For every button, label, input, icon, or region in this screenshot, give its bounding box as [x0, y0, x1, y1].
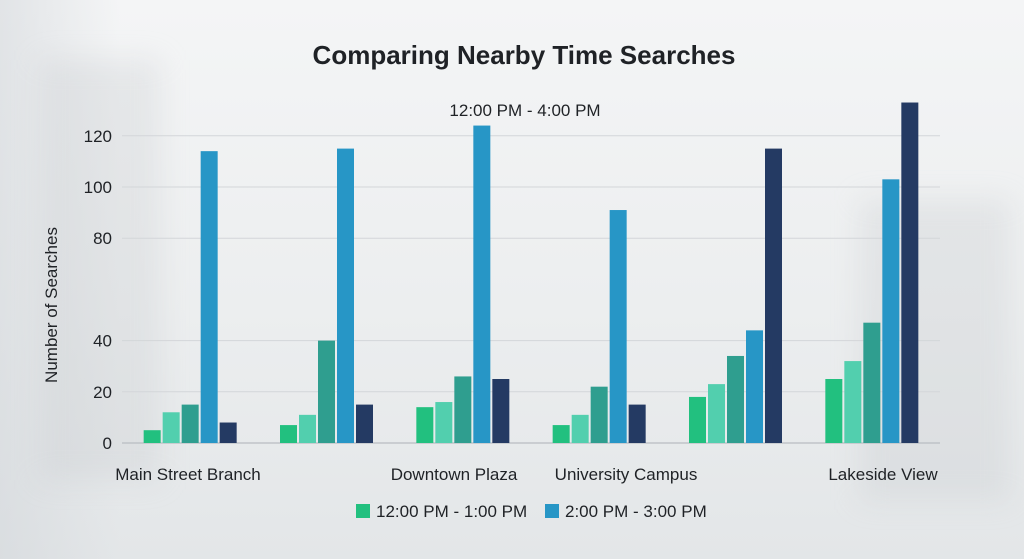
bar — [435, 402, 453, 443]
y-tick-label: 40 — [93, 332, 112, 351]
bar — [689, 396, 706, 443]
bar — [863, 322, 881, 443]
category-label: Lakeside View — [828, 465, 938, 484]
bar — [882, 179, 900, 443]
bar — [200, 151, 218, 443]
bar — [571, 414, 589, 443]
bar — [628, 404, 646, 443]
bar — [590, 386, 608, 443]
category-label: University Campus — [555, 465, 698, 484]
legend-swatch — [545, 504, 559, 518]
y-tick-label: 0 — [103, 434, 112, 453]
bar — [454, 376, 472, 443]
bar — [552, 425, 570, 443]
bar — [492, 379, 510, 443]
bar — [708, 384, 725, 443]
legend-label: 12:00 PM - 1:00 PM — [376, 502, 527, 521]
bar — [727, 355, 744, 443]
y-tick-label: 80 — [93, 229, 112, 248]
bar — [280, 425, 297, 443]
bar — [337, 148, 354, 443]
legend: 12:00 PM - 1:00 PM 2:00 PM - 3:00 PM — [356, 502, 707, 521]
bar — [765, 148, 782, 443]
bar — [416, 407, 434, 443]
category-label: Main Street Branch — [115, 465, 261, 484]
bar — [181, 404, 199, 443]
bar — [356, 404, 373, 443]
legend-swatch — [356, 504, 370, 518]
category-label: Downtown Plaza — [391, 465, 518, 484]
bar — [844, 361, 862, 443]
bar — [299, 414, 316, 443]
bar — [318, 340, 335, 443]
bar — [473, 125, 491, 443]
category-labels: Main Street Branch Downtown Plaza Universi… — [115, 465, 938, 484]
chart-annotation: 12:00 PM - 4:00 PM — [449, 101, 600, 120]
chart-title: Comparing Nearby Time Searches — [313, 40, 736, 70]
gridlines — [122, 135, 940, 444]
bars — [143, 102, 919, 444]
y-tick-label: 120 — [84, 127, 112, 146]
y-tick-labels: 0 20 40 80 100 120 — [84, 127, 112, 453]
background-blur-left — [40, 60, 160, 480]
legend-label: 2:00 PM - 3:00 PM — [565, 502, 707, 521]
y-tick-label: 20 — [93, 383, 112, 402]
bar — [609, 210, 627, 443]
bar — [219, 422, 237, 443]
bar — [162, 412, 180, 443]
bar — [901, 102, 919, 444]
bar — [746, 330, 763, 443]
y-tick-label: 100 — [84, 178, 112, 197]
bar — [825, 379, 843, 443]
y-axis-label: Number of Searches — [42, 227, 61, 383]
bar — [143, 430, 161, 443]
